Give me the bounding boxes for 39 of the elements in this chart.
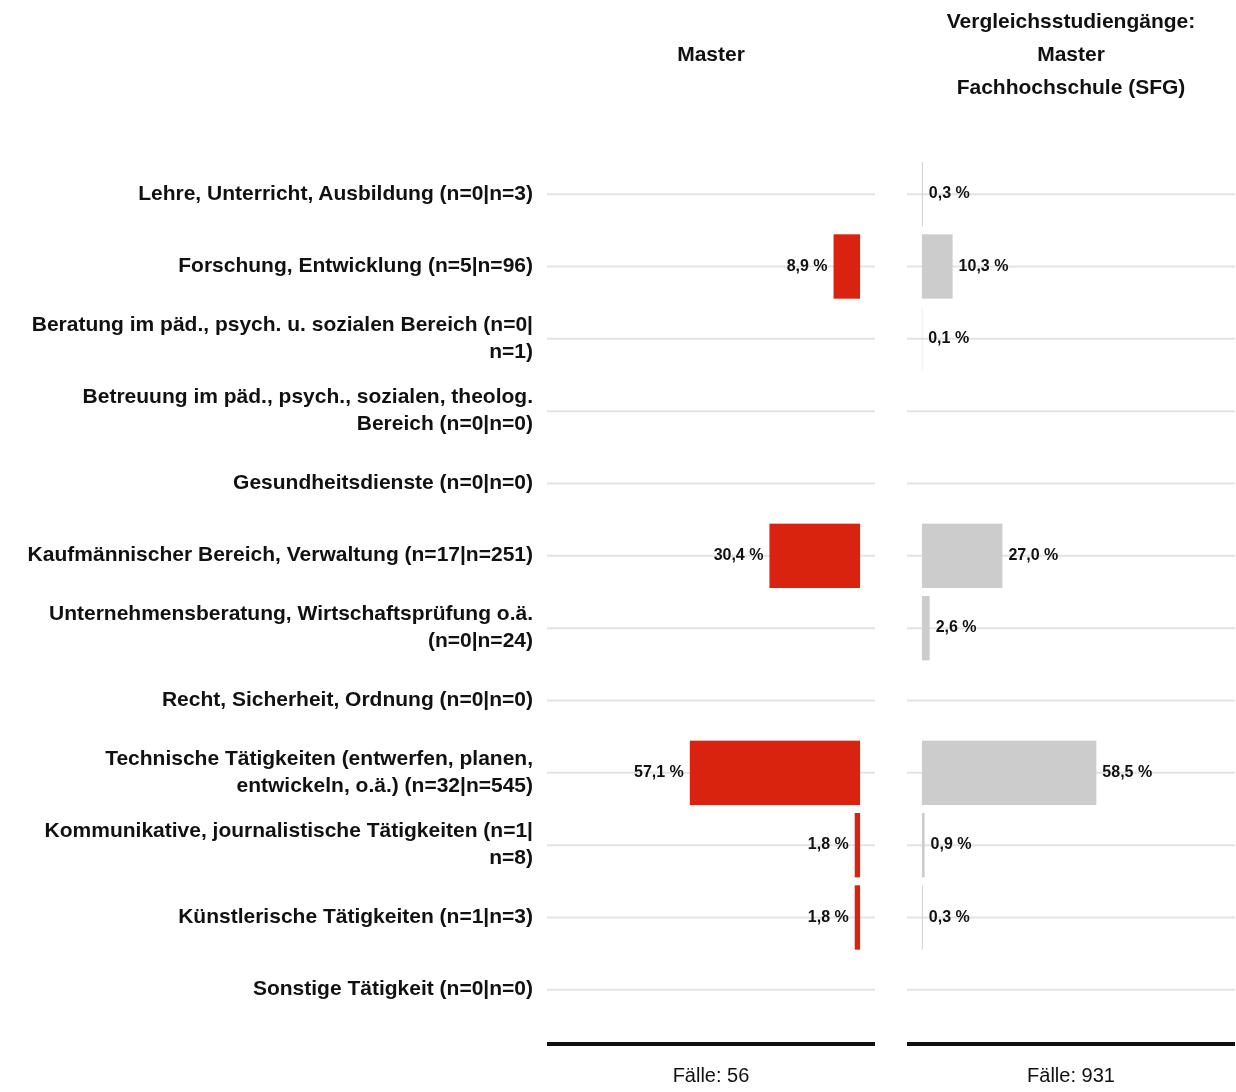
data-label: 0,9 % (930, 835, 972, 853)
chart-title: Master (677, 41, 745, 65)
bar (689, 740, 861, 806)
bar (921, 234, 953, 299)
y-tick-label: Kommunikative, journalistische Tätigkeiten (n=1|n=8) (44, 818, 533, 869)
x-axis-title: Fälle: 56 (672, 1064, 750, 1086)
bar (921, 523, 1003, 589)
chart-title: Vergleichsstudiengänge: Master Fachhochschule (SFG) (946, 8, 1196, 98)
bar (769, 523, 861, 589)
y-tick-label: Lehre, Unterricht, Ausbildung (n=0|n=3) (138, 180, 533, 204)
bar (833, 234, 861, 299)
y-tick-label: Künstlerische Tätigkeiten (n=1|n=3) (178, 904, 533, 928)
data-label: 58,5 % (1102, 763, 1153, 781)
data-label: 8,9 % (786, 256, 828, 274)
data-label: 30,4 % (713, 546, 764, 564)
y-tick-label: Technische Tätigkeiten (entwerfen, planen, entwickeln, o.ä.) (n=32|n=545) (105, 745, 533, 796)
data-label: 0,1 % (928, 329, 970, 347)
y-tick-label: Betreuung im päd., psych., sozialen, theolog. Bereich (n=0|n=0) (82, 384, 533, 435)
bar (854, 885, 861, 950)
y-tick-label: Kaufmännischer Bereich, Verwaltung (n=17|n=251) (27, 542, 533, 566)
data-label: 2,6 % (935, 618, 977, 636)
data-label: 1,8 % (807, 907, 849, 925)
y-tick-label: Forschung, Entwicklung (n=5|n=96) (178, 253, 533, 277)
data-label: 1,8 % (807, 835, 849, 853)
bar (921, 595, 930, 661)
y-tick-label: Sonstige Tätigkeit (n=0|n=0) (252, 976, 533, 1000)
data-label: 57,1 % (634, 763, 684, 781)
bar (854, 812, 861, 878)
x-axis-title: Fälle: 931 (1027, 1064, 1115, 1086)
data-label: 0,3 % (928, 184, 970, 202)
data-label: 0,3 % (928, 907, 970, 925)
y-tick-label: Recht, Sicherheit, Ordnung (n=0|n=0) (161, 687, 533, 711)
bar (921, 740, 1097, 806)
bar (921, 812, 925, 878)
y-tick-label: Unternehmensberatung, Wirtschaftsprüfung o.ä. (n=0|n=24) (48, 601, 533, 652)
data-label: 10,3 % (958, 256, 1009, 274)
data-label: 27,0 % (1008, 546, 1059, 564)
y-tick-label: Beratung im päd., psych. u. sozialen Bereich (n=0|n=1) (31, 311, 533, 362)
y-tick-label: Gesundheitsdienste (n=0|n=0) (233, 470, 533, 494)
